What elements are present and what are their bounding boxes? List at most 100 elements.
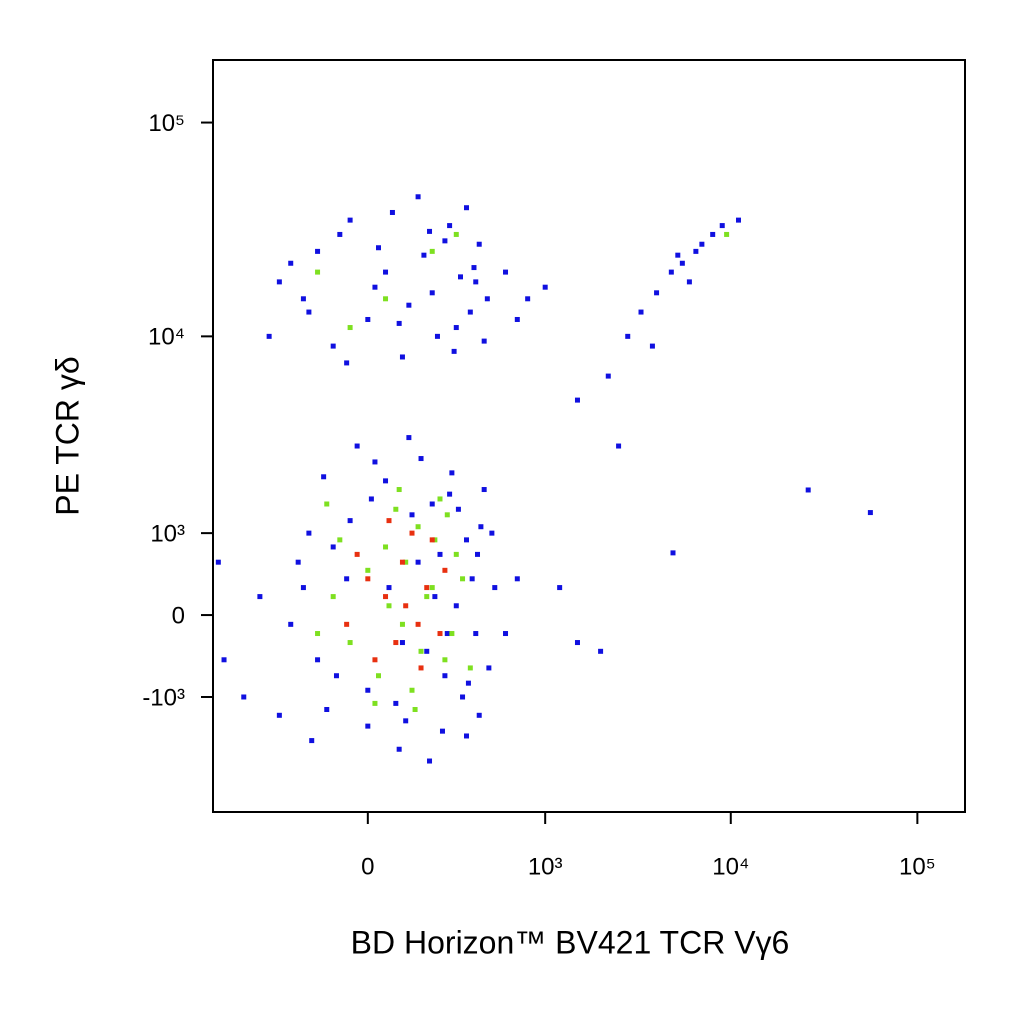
data-point (469, 576, 475, 582)
data-point (333, 673, 339, 679)
data-point (383, 544, 389, 550)
x-tick-label: 10⁴ (712, 853, 749, 880)
data-point (393, 506, 399, 512)
data-point (467, 665, 473, 671)
data-point (241, 694, 247, 700)
data-point (447, 491, 453, 497)
data-point (330, 594, 336, 600)
data-point (383, 594, 389, 600)
data-point (437, 551, 443, 557)
data-point (451, 348, 457, 354)
data-point (386, 603, 392, 609)
x-axis-title: BD Horizon™ BV421 TCR Vγ6 (351, 924, 790, 960)
data-point (605, 373, 611, 379)
data-point (415, 194, 421, 200)
data-point (393, 700, 399, 706)
data-point (321, 474, 327, 480)
data-point (805, 487, 811, 493)
data-point (386, 518, 392, 524)
data-point (309, 738, 315, 744)
data-point (457, 274, 463, 280)
x-tick-label: 0 (361, 853, 374, 880)
data-point (429, 585, 435, 591)
data-point (421, 252, 427, 258)
data-point (432, 537, 438, 543)
data-point (406, 302, 412, 308)
data-point (399, 354, 405, 360)
data-point (453, 231, 459, 237)
data-point (383, 269, 389, 275)
data-point (464, 205, 470, 211)
data-point (625, 333, 631, 339)
data-point (383, 478, 389, 484)
y-tick-label: 10⁴ (148, 324, 185, 351)
data-point (372, 459, 378, 465)
data-point (306, 309, 312, 315)
data-point (365, 687, 371, 693)
data-point (288, 260, 294, 266)
data-point (467, 309, 473, 315)
data-point (484, 296, 490, 302)
data-point (396, 487, 402, 493)
data-point (399, 621, 405, 627)
data-point (476, 712, 482, 718)
data-point (598, 648, 604, 654)
data-point (306, 530, 312, 536)
data-point (403, 603, 409, 609)
data-point (481, 487, 487, 493)
data-point (344, 576, 350, 582)
data-point (670, 550, 676, 556)
data-point (475, 551, 481, 557)
data-point (735, 217, 741, 223)
data-point (460, 694, 466, 700)
data-point (409, 512, 415, 518)
data-point (429, 537, 435, 543)
data-point (399, 640, 405, 646)
data-point (449, 631, 455, 637)
data-point (432, 594, 438, 600)
x-tick-label: 10⁵ (899, 853, 936, 880)
data-point (418, 456, 424, 462)
data-point (315, 248, 321, 254)
data-point (442, 238, 448, 244)
data-point (525, 296, 531, 302)
data-point (481, 338, 487, 344)
data-point (415, 524, 421, 530)
data-point (365, 316, 371, 322)
data-point (396, 746, 402, 752)
data-point (473, 631, 479, 637)
data-point (409, 687, 415, 693)
data-point (503, 631, 509, 637)
data-point (460, 576, 466, 582)
data-point (354, 551, 360, 557)
data-point (324, 706, 330, 712)
data-point (403, 559, 409, 565)
data-point (424, 594, 430, 600)
data-point (415, 621, 421, 627)
data-point (396, 320, 402, 326)
data-point (315, 631, 321, 637)
data-point (344, 621, 350, 627)
data-point (365, 567, 371, 573)
data-point (686, 279, 692, 285)
data-point (447, 223, 453, 229)
data-point (337, 537, 343, 543)
data-point (399, 559, 405, 565)
data-point (455, 506, 461, 512)
data-point (710, 231, 716, 237)
data-point (372, 657, 378, 663)
data-point (376, 673, 382, 679)
data-point (424, 648, 430, 654)
data-point (386, 585, 392, 591)
data-point (724, 231, 730, 237)
data-point (699, 241, 705, 247)
data-point (649, 343, 655, 349)
data-point (471, 265, 477, 271)
data-point (372, 700, 378, 706)
data-point (453, 603, 459, 609)
data-point (616, 443, 622, 449)
data-point (215, 559, 221, 565)
data-point (434, 333, 440, 339)
data-point (442, 567, 448, 573)
